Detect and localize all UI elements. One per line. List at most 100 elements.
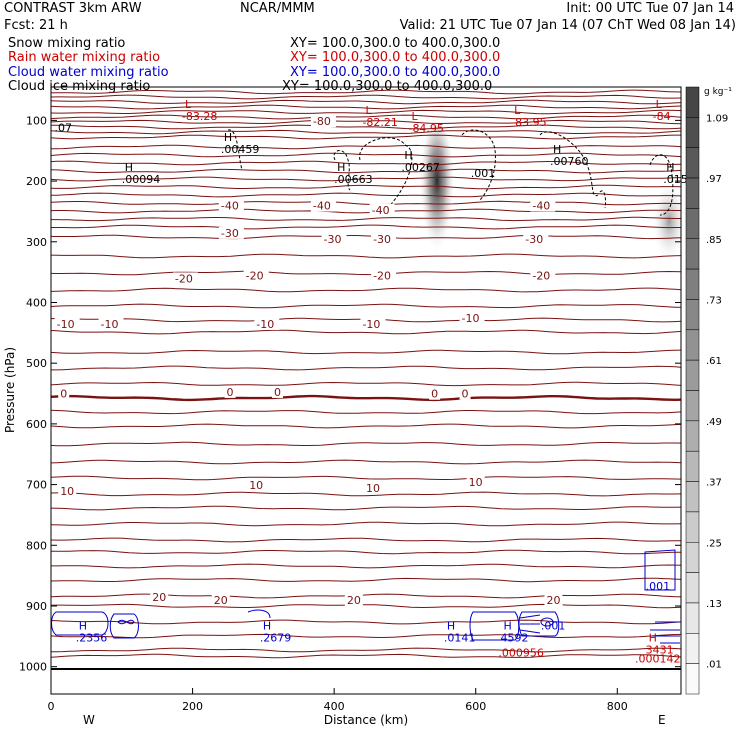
extremum-type: H: [224, 131, 232, 144]
colorbar-segment: [685, 602, 700, 634]
extremum-value: .00459: [221, 143, 260, 156]
extremum-value: .000142: [635, 653, 681, 666]
isotherm-line: [50, 653, 682, 659]
isotherm-line: [50, 200, 682, 206]
ice-contour: [227, 129, 243, 171]
cloud-water-contour: [51, 611, 109, 636]
contour-label: 10: [469, 476, 483, 489]
colorbar-segment: [685, 238, 700, 270]
field-snow-xy: XY= 100.0,300.0 to 400.0,300.0: [290, 36, 501, 51]
isotherm-line: [50, 104, 682, 110]
isotherm-line: [50, 633, 682, 639]
contour-label: -40: [221, 200, 239, 213]
contour-label: 0: [462, 388, 469, 401]
isotherm-line: [50, 441, 682, 447]
ice-contour: [649, 154, 674, 216]
cloud-water-contour: [247, 609, 271, 619]
colorbar-label: .61: [706, 356, 722, 367]
colorbar: .01 .13 .25 .37 .49 .61 .73 .85 .97 1.09 g kg⁻¹: [685, 86, 732, 695]
extremum-type: H: [503, 619, 511, 632]
extremum-type: H: [404, 149, 412, 162]
contour-label-bg: [218, 199, 244, 212]
contour-label-bg: [172, 272, 198, 285]
y-tick-label: 800: [26, 539, 47, 552]
field-snow-name: Snow mixing ratio: [8, 36, 126, 51]
extremum-type: H: [263, 619, 271, 632]
isotherm-line: [50, 253, 682, 259]
contour-label: 0: [227, 386, 234, 399]
extremum-type: H: [649, 632, 657, 645]
extremum-value: .00760: [550, 155, 589, 168]
extremum-value: .001: [541, 619, 566, 632]
extremum-value: -82.21: [362, 116, 397, 129]
isotherm-line: [50, 475, 682, 481]
field-cloudwater-name: Cloud water mixing ratio: [8, 65, 169, 80]
isotherm-line: [50, 134, 681, 140]
y-axis-label: Pressure (hPa): [3, 347, 17, 433]
contour-label-bg: [54, 317, 80, 330]
init-time: Init: 00 UTC Tue 07 Jan 14: [566, 1, 734, 16]
contour-label-bg: [371, 269, 397, 282]
contour-label-bg: [360, 317, 386, 330]
contour-label-bg: [218, 226, 244, 239]
contour-label: 0: [60, 388, 67, 401]
isotherm-line: [50, 491, 682, 497]
contour-label-bg: [150, 591, 169, 604]
y-tick-label: 400: [26, 296, 47, 309]
plot-frame: [50, 86, 682, 695]
isotherm-line: [50, 505, 682, 511]
isotherm-line: [50, 176, 682, 182]
cloud-water-contour: [540, 617, 554, 627]
isotherm-line: [50, 603, 682, 609]
y-tick-label: 100: [26, 114, 47, 127]
contour-label: 0: [431, 388, 438, 401]
ice-contour: [333, 150, 351, 191]
contour-label-bg: [58, 387, 70, 400]
extremum-value: .000956: [498, 647, 544, 660]
contour-label: 10: [249, 479, 263, 492]
contour-label-bg: [224, 385, 236, 398]
colorbar-segment: [685, 390, 700, 422]
isotherm-line: [51, 216, 681, 222]
contour-label: -40: [313, 200, 331, 213]
colorbar-segment: [685, 208, 700, 239]
colorbar-label: .13: [706, 599, 722, 610]
extremum-type: L: [656, 98, 663, 111]
contour-label-bg: [310, 115, 336, 128]
isotherm-line: [50, 381, 682, 387]
valid-time: Valid: 21 UTC Tue 07 Jan 14 (07 ChT Wed …: [399, 18, 736, 33]
temperature-contour-lines: [50, 89, 682, 670]
extremum-type: H: [125, 161, 133, 174]
isotherm-line: [50, 124, 682, 130]
extremum-type: H: [447, 619, 455, 632]
isotherm-line: [50, 129, 682, 135]
ice-contour: [599, 190, 606, 209]
contour-label-bg: [523, 232, 549, 245]
isotherm-line: [51, 224, 681, 230]
isotherm-line: [51, 647, 682, 653]
x-axis-label: Distance (km): [324, 713, 408, 727]
colorbar-label: 1.09: [706, 113, 728, 124]
ice-contour: [359, 137, 413, 216]
contour-label-bg: [459, 311, 485, 324]
forecast-hour: Fcst: 21 h: [4, 18, 68, 33]
contour-label-bg: [544, 594, 563, 607]
colorbar-segment: [685, 299, 700, 331]
contour-label-bg: [247, 478, 266, 491]
extremum-type: H: [553, 143, 561, 156]
colorbar-segment: [685, 633, 700, 664]
contour-label-bg: [530, 269, 556, 282]
contour-label: -10: [256, 318, 274, 331]
isotherm-line: [50, 329, 682, 335]
colorbar-segment: [685, 177, 700, 209]
isotherm-line: [50, 270, 682, 276]
extremum-value: -84: [653, 110, 671, 123]
contour-label: -10: [57, 318, 75, 331]
contour-label: -10: [362, 318, 380, 331]
colorbar-segment: [685, 420, 700, 452]
isotherm-line: [50, 521, 682, 527]
cloud-ice-contours: [227, 129, 674, 216]
west-label: W: [83, 713, 95, 727]
isotherm-line: [50, 577, 682, 583]
